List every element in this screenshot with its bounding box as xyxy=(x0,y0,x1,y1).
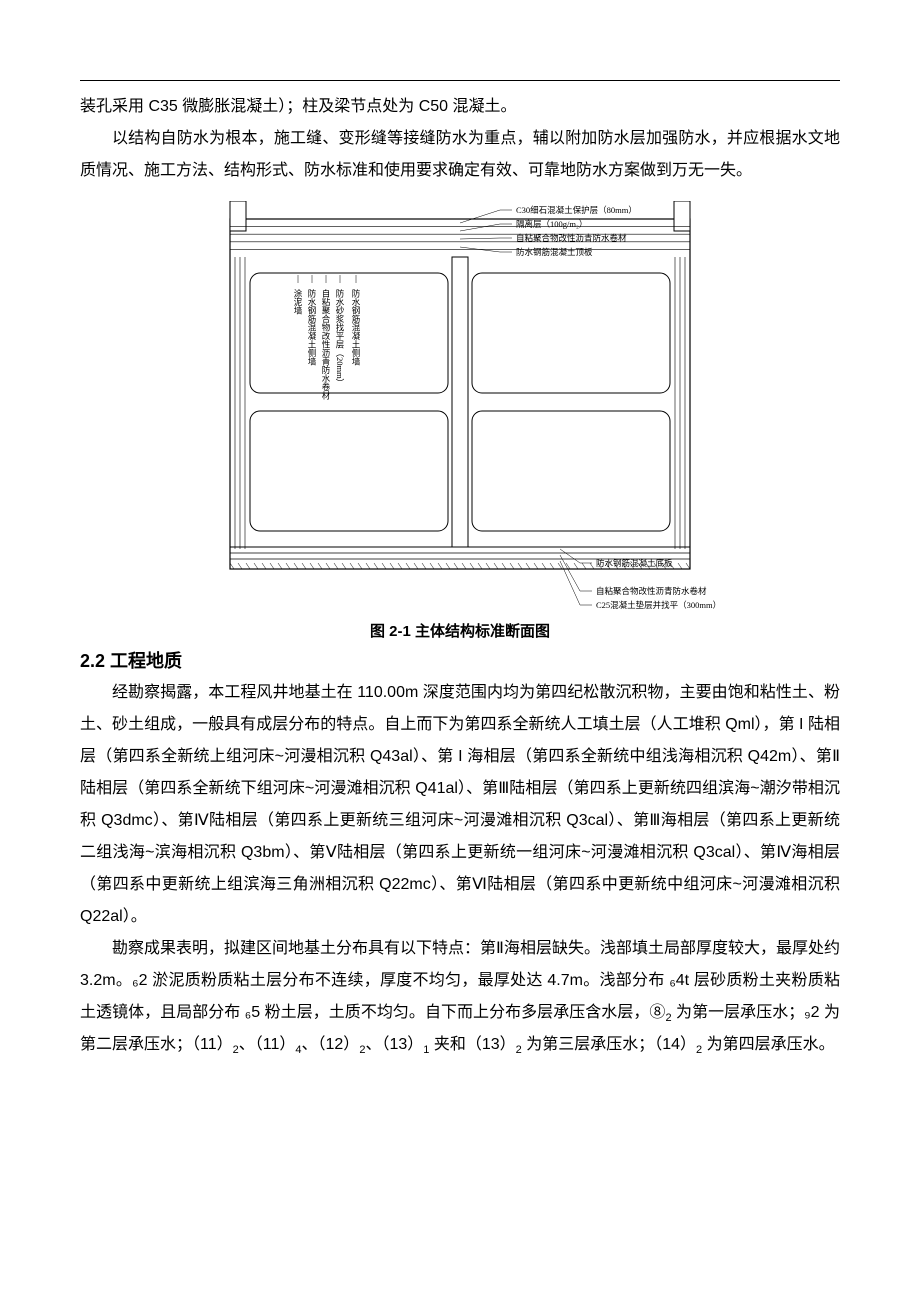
svg-text:涂泥墙: 涂泥墙 xyxy=(293,288,303,315)
svg-text:C30细石混凝土保护层（80mm）: C30细石混凝土保护层（80mm） xyxy=(516,205,637,215)
figure-caption: 图 2-1 主体结构标准断面图 xyxy=(200,620,720,641)
sym-62: ₆2 xyxy=(132,972,147,989)
svg-text:防水钢筋混凝土顶板: 防水钢筋混凝土顶板 xyxy=(516,247,593,257)
svg-text:C25混凝土垫层并找平（300mm）: C25混凝土垫层并找平（300mm） xyxy=(596,600,720,610)
top-rule xyxy=(80,80,840,81)
p4-s122: 、（13） xyxy=(365,1036,423,1053)
paragraph-1: 装孔采用 C35 微膨胀混凝土）；柱及梁节点处为 C50 混凝土。 xyxy=(80,91,840,123)
p4-65: 粉土层，土质不均匀。自下而上分布多层承压含水层，⑧ xyxy=(260,1004,665,1021)
p4-82: 为第一层承压水； xyxy=(672,1004,805,1021)
svg-text:隔离层（100g/m₂）: 隔离层（100g/m₂） xyxy=(516,219,587,229)
p4-s131: 夹和（13） xyxy=(429,1036,515,1053)
page: 装孔采用 C35 微膨胀混凝土）；柱及梁节点处为 C50 混凝土。 以结构自防水… xyxy=(0,0,920,1302)
p4-s132: 为第三层承压水；（14） xyxy=(522,1036,696,1053)
svg-text:防水砂浆找平层（20mm）: 防水砂浆找平层（20mm） xyxy=(335,288,345,387)
paragraph-4: 勘察成果表明，拟建区间地基土分布具有以下特点：第Ⅱ海相层缺失。浅部填土局部厚度较… xyxy=(80,933,840,1061)
svg-text:自粘聚合物改性沥青防水卷材: 自粘聚合物改性沥青防水卷材 xyxy=(516,233,627,243)
p4-62: 淤泥质粉质粘土层分布不连续，厚度不均匀，最厚处达 4.7m。浅部分布 xyxy=(147,972,669,989)
p4-s142: 为第四层承压水。 xyxy=(702,1036,834,1053)
sym-65: ₆5 xyxy=(245,1004,260,1021)
p4-s114: 、（12） xyxy=(302,1036,360,1053)
svg-text:自粘聚合物改性沥青防水卷材: 自粘聚合物改性沥青防水卷材 xyxy=(596,586,707,596)
sym-92: ₉2 xyxy=(804,1004,819,1021)
svg-text:自粘聚合物改性沥青防水卷材: 自粘聚合物改性沥青防水卷材 xyxy=(321,288,331,399)
p4-s112: 、（11） xyxy=(239,1036,296,1053)
cross-section-diagram: C30细石混凝土保护层（80mm） 隔离层（100g/m₂） 自粘聚合物改性沥青防水… xyxy=(200,201,720,611)
svg-text:防水钢筋混凝土侧墙: 防水钢筋混凝土侧墙 xyxy=(307,288,317,366)
svg-text:防水钢筋混凝土侧墙: 防水钢筋混凝土侧墙 xyxy=(351,288,361,366)
figure-2-1: C30细石混凝土保护层（80mm） 隔离层（100g/m₂） 自粘聚合物改性沥青防水… xyxy=(200,201,720,641)
paragraph-3: 经勘察揭露，本工程风井地基土在 110.00m 深度范围内均为第四纪松散沉积物，… xyxy=(80,677,840,933)
paragraph-2: 以结构自防水为根本，施工缝、变形缝等接缝防水为重点，辅以附加防水层加强防水，并应… xyxy=(80,123,840,187)
svg-text:防水钢筋混凝土底板: 防水钢筋混凝土底板 xyxy=(596,558,673,568)
section-2-2-title: 2.2 工程地质 xyxy=(80,647,840,673)
